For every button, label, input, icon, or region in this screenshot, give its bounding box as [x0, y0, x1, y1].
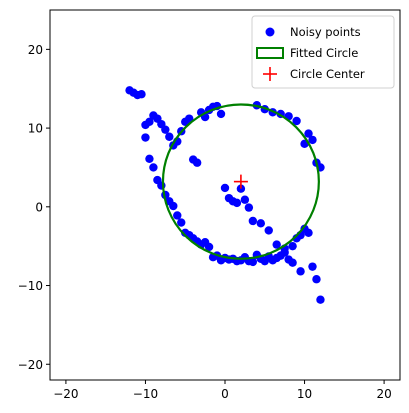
legend-label: Noisy points: [290, 25, 361, 39]
scatter-point: [141, 133, 150, 142]
scatter-point: [308, 262, 317, 271]
legend-swatch-points: [265, 27, 275, 37]
scatter-point: [192, 158, 202, 167]
circle-center-marker: [233, 174, 248, 189]
scatter-point: [161, 125, 170, 134]
scatter-point: [288, 241, 297, 251]
scatter-point: [308, 135, 317, 145]
scatter-point: [145, 117, 154, 126]
scatter-point: [220, 183, 230, 193]
scatter-point: [145, 154, 154, 163]
x-tick-label: −10: [133, 387, 158, 401]
scatter-point: [272, 240, 281, 249]
y-tick-label: −10: [18, 279, 43, 293]
scatter-point: [173, 211, 182, 220]
scatter-point: [240, 195, 250, 204]
legend-label: Circle Center: [290, 67, 365, 81]
scatter-point: [300, 224, 309, 234]
scatter-point: [304, 129, 313, 138]
scatter-point: [248, 216, 258, 226]
scatter-point: [149, 163, 158, 172]
scatter-point: [177, 218, 186, 227]
scatter-point: [216, 109, 226, 119]
scatter-point: [165, 132, 174, 141]
legend-entry: Circle Center: [263, 67, 365, 81]
legend-entry: Fitted Circle: [256, 46, 358, 60]
scatter-point: [296, 267, 305, 276]
y-tick-label: −20: [18, 358, 43, 372]
legend-label: Fitted Circle: [290, 46, 358, 60]
x-tick-label: 20: [376, 387, 391, 401]
legend-entry: Noisy points: [265, 25, 361, 39]
scatter-point: [137, 90, 146, 99]
y-tick-label: 20: [28, 43, 43, 57]
scatter-point: [244, 203, 254, 212]
legend: Noisy points Fitted Circle Circle Center: [251, 15, 395, 89]
scatter-point: [153, 175, 162, 185]
scatter-point: [316, 295, 325, 304]
scatter-point: [264, 226, 273, 235]
scatter-point: [292, 116, 301, 126]
fitted-circle: [161, 103, 320, 260]
x-tick-label: 10: [297, 387, 312, 401]
y-tick-label: 10: [28, 122, 43, 136]
legend-box: [251, 15, 395, 89]
scatter-point: [232, 198, 242, 208]
legend-swatch-circle: [256, 47, 284, 59]
scatter-point: [236, 184, 246, 193]
scatter-point: [312, 275, 321, 284]
plot-area: [125, 86, 325, 304]
scatter-point: [256, 219, 265, 228]
x-tick-label: −20: [53, 387, 78, 401]
y-tick-label: 0: [35, 200, 43, 214]
scatter-point: [284, 255, 293, 264]
axes: −20 −10 0 10 20 −20 −10 0 10 20: [18, 9, 401, 401]
x-tick-label: 0: [221, 387, 229, 401]
